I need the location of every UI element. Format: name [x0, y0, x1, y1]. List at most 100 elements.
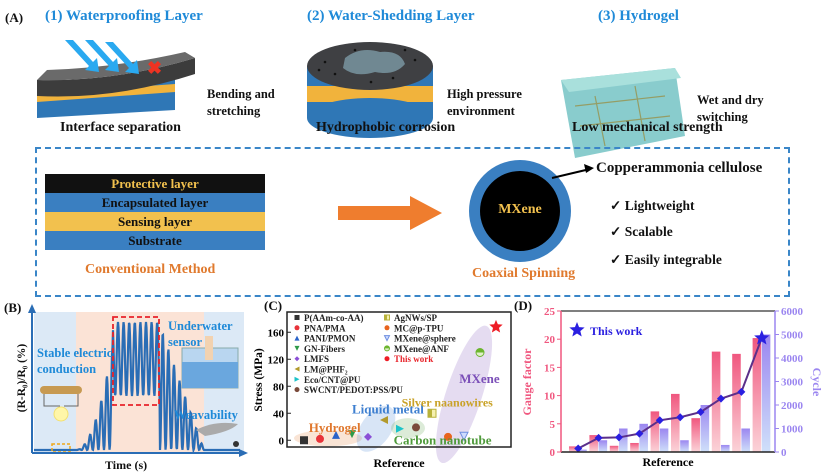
benefit-item: ✓ Lightweight	[610, 198, 694, 214]
gauge-factor-bar	[752, 338, 762, 452]
gauge-factor-bar	[630, 442, 639, 452]
group-label: Silver naanowires	[402, 396, 494, 410]
data-point	[489, 319, 503, 333]
cycle-line	[577, 337, 763, 450]
fabric-icon	[196, 422, 238, 436]
legend-label: LM@PHF₂	[304, 365, 348, 375]
layer-stack: Protective layer Encapsulated layer Sens…	[45, 174, 265, 250]
left-tick-label: 0	[550, 447, 556, 459]
left-tick-label: 15	[544, 362, 556, 374]
line-marker	[716, 394, 725, 403]
cycle-bar	[761, 334, 771, 452]
note-line: environment	[447, 104, 515, 118]
data-point	[364, 432, 372, 441]
panel-d-label: (D)	[514, 298, 533, 313]
section-title-hydrogel: (3) Hydrogel	[598, 8, 679, 24]
legend-label: PANI/PMON	[304, 334, 356, 344]
data-point	[412, 423, 420, 432]
caption-hydrophobic-corrosion: Hydrophobic corrosion	[316, 120, 456, 135]
line-marker	[614, 433, 623, 442]
y-tick-label: 40	[273, 408, 285, 420]
water-arrows-icon	[65, 40, 139, 74]
note-wet-dry: Wet and dry switching	[697, 92, 764, 126]
line-marker	[635, 429, 644, 438]
data-point	[475, 348, 485, 357]
this-work-star-marker	[754, 330, 770, 345]
legend-label: PNA/PMA	[304, 323, 346, 333]
gauge-factor-bar	[671, 393, 680, 452]
plot-frame	[286, 311, 512, 448]
gauge-cycle-chart: 0 5 10 15 20 25 0 1000 2000 3000 4000 5000 6000 Refer…	[520, 306, 823, 469]
cylinder-illustration	[307, 42, 433, 138]
data-point	[316, 434, 324, 443]
legend-label: LMFS	[304, 354, 329, 364]
data-point	[380, 416, 388, 424]
legend-item: AgNWs/SP	[384, 313, 438, 323]
benefit-label: Scalable	[624, 224, 673, 239]
y-tick-label: 80	[273, 381, 285, 393]
legend-label: MC@p-TPU	[394, 323, 444, 333]
left-axis-label: Gauge factor	[520, 348, 534, 416]
x-axis-arrow-icon	[239, 449, 248, 457]
cycle-bar	[720, 444, 730, 452]
note-pressure: High pressure environment	[447, 86, 522, 120]
group-region	[435, 325, 493, 464]
note-line: stretching	[207, 104, 261, 118]
benefit-label: Lightweight	[624, 198, 695, 213]
checkmark-icon: ✓	[610, 252, 625, 267]
note-line: High pressure	[447, 87, 522, 101]
cycle-bar	[700, 405, 710, 452]
legend-label: MXene@ANF	[394, 344, 449, 354]
substrate-layer: Substrate	[45, 231, 265, 250]
stress-scatter-chart: 0 40 80 120 160 Reference Stress (MPa) P(AAm-co…	[253, 311, 512, 470]
right-tick-label: 3000	[781, 377, 804, 389]
legend-label: GN-Fibers	[304, 344, 345, 354]
group-region	[294, 430, 362, 447]
section-title-waterproofing: (1) Waterproofing Layer	[45, 8, 203, 24]
right-tick-label: 6000	[781, 306, 804, 318]
cycle-bar	[578, 449, 587, 452]
legend-item: PNA/PMA	[294, 323, 346, 333]
line-marker	[594, 433, 603, 442]
legend-item: PANI/PMON	[294, 334, 356, 344]
y-tick-label: 0	[279, 435, 285, 447]
core-label-mxene: MXene	[498, 202, 542, 217]
line-marker	[737, 387, 746, 396]
benefit-label: Easily integrable	[624, 252, 722, 267]
legend-item: LM@PHF₂	[294, 365, 348, 375]
group-label: Hydrogel	[309, 420, 361, 435]
protective-layer: Protective layer	[45, 174, 265, 193]
legend-label: Eco/CNT@PU	[304, 375, 361, 385]
checkmark-icon: ✓	[610, 224, 625, 239]
signal-line	[34, 321, 240, 455]
pointer-arrow-icon	[584, 164, 594, 173]
legend-label: MXene@sphere	[394, 334, 456, 344]
gauge-factor-bar	[609, 445, 619, 452]
cycle-bar	[639, 423, 648, 452]
x-axis-label: Reference	[642, 455, 694, 469]
encapsulated-layer: Encapsulated layer	[45, 193, 265, 212]
annotation-line: conduction	[37, 362, 97, 376]
annotation-weavability: Weavability	[174, 408, 238, 422]
left-tick-label: 25	[544, 306, 556, 318]
note-line: switching	[697, 110, 748, 124]
group-label: Liquid metal	[352, 401, 424, 416]
data-point	[427, 408, 437, 418]
light-bulb-circuit-icon	[40, 386, 82, 422]
legend-label: SWCNT/PEDOT:PSS/PU	[304, 385, 403, 395]
hydrogel-illustration	[561, 68, 685, 158]
caption-coaxial-spinning: Coaxial Spinning	[472, 266, 576, 281]
data-point	[459, 431, 469, 442]
legend-item: Eco/CNT@PU	[294, 375, 361, 385]
gauge-factor-bar	[732, 353, 741, 452]
y-tick-label: 120	[268, 354, 285, 366]
cycle-bar	[659, 428, 669, 452]
line-marker	[676, 413, 685, 422]
caption-interface-separation: Interface separation	[60, 120, 181, 135]
right-tick-label: 4000	[781, 353, 804, 365]
legend-item: GN-Fibers	[294, 344, 345, 354]
panel-b-xlabel: Time (s)	[105, 458, 148, 472]
legend-item: This work	[384, 354, 433, 364]
panel-c-label: (C)	[264, 298, 283, 313]
annotation-line: Stable electric	[37, 346, 113, 360]
